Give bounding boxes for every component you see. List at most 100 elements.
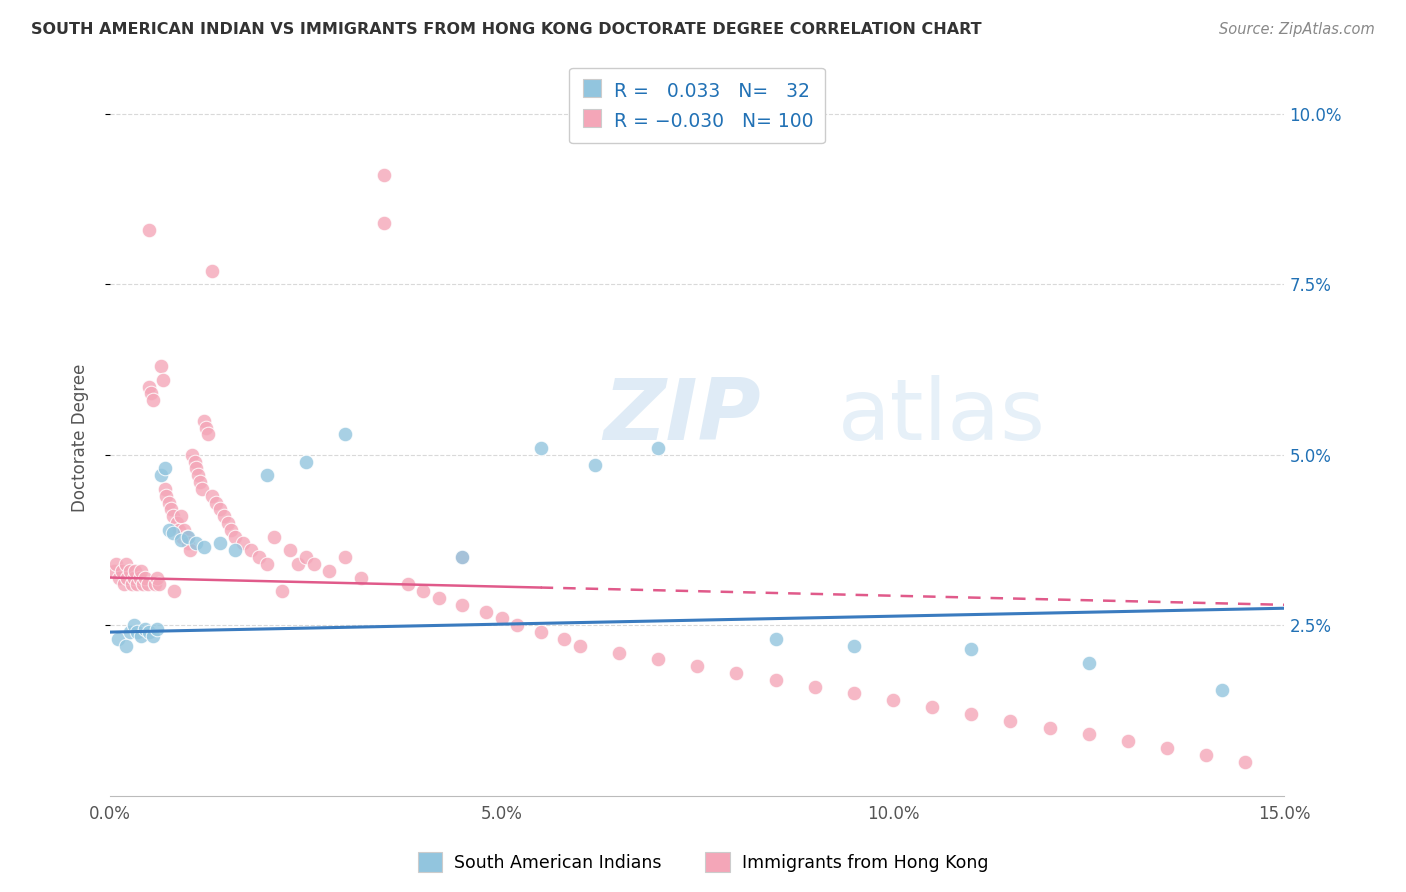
Point xyxy=(163,584,186,599)
Point xyxy=(187,468,209,483)
Point xyxy=(194,420,217,434)
Point xyxy=(148,577,170,591)
Point xyxy=(247,550,270,565)
Point xyxy=(212,509,235,524)
Point xyxy=(686,659,709,673)
Point xyxy=(188,475,211,489)
Point xyxy=(160,502,183,516)
Point xyxy=(179,543,201,558)
Point xyxy=(530,441,553,455)
Point xyxy=(186,461,208,475)
Point xyxy=(173,523,195,537)
Point xyxy=(201,489,224,503)
Point xyxy=(112,577,135,591)
Point xyxy=(451,550,474,565)
Point xyxy=(134,622,156,636)
Point xyxy=(271,584,294,599)
Point xyxy=(765,673,787,687)
Point xyxy=(208,536,231,550)
Point xyxy=(256,557,278,571)
Point xyxy=(153,461,176,475)
Point xyxy=(139,386,162,401)
Point xyxy=(607,646,630,660)
Point xyxy=(136,577,159,591)
Point xyxy=(138,625,160,640)
Point xyxy=(138,379,160,393)
Point xyxy=(162,526,184,541)
Point xyxy=(149,359,172,373)
Point xyxy=(197,427,219,442)
Point xyxy=(204,495,226,509)
Point xyxy=(127,625,149,640)
Legend: South American Indians, Immigrants from Hong Kong: South American Indians, Immigrants from … xyxy=(411,845,995,879)
Point xyxy=(302,557,325,571)
Point xyxy=(169,533,191,547)
Point xyxy=(217,516,239,530)
Point xyxy=(278,543,301,558)
Point xyxy=(107,632,129,646)
Point xyxy=(349,570,371,584)
Point xyxy=(1156,741,1178,756)
Point xyxy=(153,482,176,496)
Point xyxy=(142,393,165,408)
Point xyxy=(412,584,434,599)
Point xyxy=(208,502,231,516)
Point xyxy=(232,536,254,550)
Point xyxy=(1077,727,1099,741)
Point xyxy=(1077,656,1099,670)
Point xyxy=(221,523,243,537)
Point xyxy=(169,509,191,524)
Point xyxy=(191,482,214,496)
Point xyxy=(172,530,194,544)
Point xyxy=(117,570,139,584)
Point xyxy=(193,540,215,554)
Point xyxy=(103,564,125,578)
Point xyxy=(118,564,141,578)
Point xyxy=(157,523,180,537)
Point xyxy=(142,628,165,642)
Point xyxy=(475,605,498,619)
Point xyxy=(121,577,143,591)
Point xyxy=(118,625,141,640)
Point xyxy=(124,564,146,578)
Point xyxy=(176,530,198,544)
Point xyxy=(122,618,145,632)
Point xyxy=(1195,747,1218,762)
Point xyxy=(201,263,224,277)
Point xyxy=(921,700,943,714)
Point xyxy=(131,628,153,642)
Point xyxy=(138,223,160,237)
Point xyxy=(167,523,190,537)
Point xyxy=(530,625,553,640)
Point xyxy=(256,468,278,483)
Point xyxy=(131,564,153,578)
Point xyxy=(333,427,356,442)
Point xyxy=(224,543,246,558)
Text: atlas: atlas xyxy=(838,375,1046,458)
Point xyxy=(111,564,134,578)
Point xyxy=(193,414,215,428)
Point xyxy=(765,632,787,646)
Point xyxy=(585,458,607,472)
Point xyxy=(333,550,356,565)
Point xyxy=(166,516,188,530)
Point xyxy=(152,373,174,387)
Point xyxy=(1000,714,1022,728)
Y-axis label: Doctorate Degree: Doctorate Degree xyxy=(72,364,89,512)
Text: Source: ZipAtlas.com: Source: ZipAtlas.com xyxy=(1219,22,1375,37)
Point xyxy=(240,543,263,558)
Point xyxy=(155,489,177,503)
Text: SOUTH AMERICAN INDIAN VS IMMIGRANTS FROM HONG KONG DOCTORATE DEGREE CORRELATION : SOUTH AMERICAN INDIAN VS IMMIGRANTS FROM… xyxy=(31,22,981,37)
Point xyxy=(114,557,136,571)
Point xyxy=(177,530,200,544)
Point xyxy=(842,686,865,700)
Point xyxy=(128,570,150,584)
Point xyxy=(108,570,131,584)
Point xyxy=(373,216,395,230)
Point xyxy=(114,639,136,653)
Point xyxy=(318,564,340,578)
Point xyxy=(157,495,180,509)
Point xyxy=(145,577,167,591)
Point xyxy=(725,665,748,680)
Point xyxy=(224,530,246,544)
